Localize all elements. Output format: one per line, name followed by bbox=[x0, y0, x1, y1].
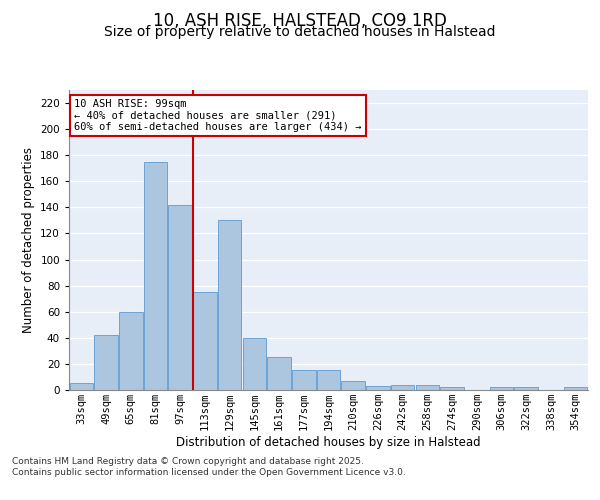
Bar bbox=[341, 381, 365, 390]
Bar bbox=[490, 388, 513, 390]
Bar bbox=[119, 312, 143, 390]
Text: Size of property relative to detached houses in Halstead: Size of property relative to detached ho… bbox=[104, 25, 496, 39]
Text: 10, ASH RISE, HALSTEAD, CO9 1RD: 10, ASH RISE, HALSTEAD, CO9 1RD bbox=[153, 12, 447, 30]
Text: Contains HM Land Registry data © Crown copyright and database right 2025.
Contai: Contains HM Land Registry data © Crown c… bbox=[12, 458, 406, 477]
Bar bbox=[391, 385, 415, 390]
Text: 10 ASH RISE: 99sqm
← 40% of detached houses are smaller (291)
60% of semi-detach: 10 ASH RISE: 99sqm ← 40% of detached hou… bbox=[74, 99, 362, 132]
Bar bbox=[70, 384, 93, 390]
Bar bbox=[292, 370, 316, 390]
Bar bbox=[317, 370, 340, 390]
Bar bbox=[416, 385, 439, 390]
Bar bbox=[564, 388, 587, 390]
Bar bbox=[514, 388, 538, 390]
Bar bbox=[242, 338, 266, 390]
Bar bbox=[193, 292, 217, 390]
X-axis label: Distribution of detached houses by size in Halstead: Distribution of detached houses by size … bbox=[176, 436, 481, 449]
Bar bbox=[144, 162, 167, 390]
Bar bbox=[218, 220, 241, 390]
Bar bbox=[440, 388, 464, 390]
Bar bbox=[94, 335, 118, 390]
Bar bbox=[169, 205, 192, 390]
Bar bbox=[268, 358, 291, 390]
Bar bbox=[366, 386, 389, 390]
Y-axis label: Number of detached properties: Number of detached properties bbox=[22, 147, 35, 333]
